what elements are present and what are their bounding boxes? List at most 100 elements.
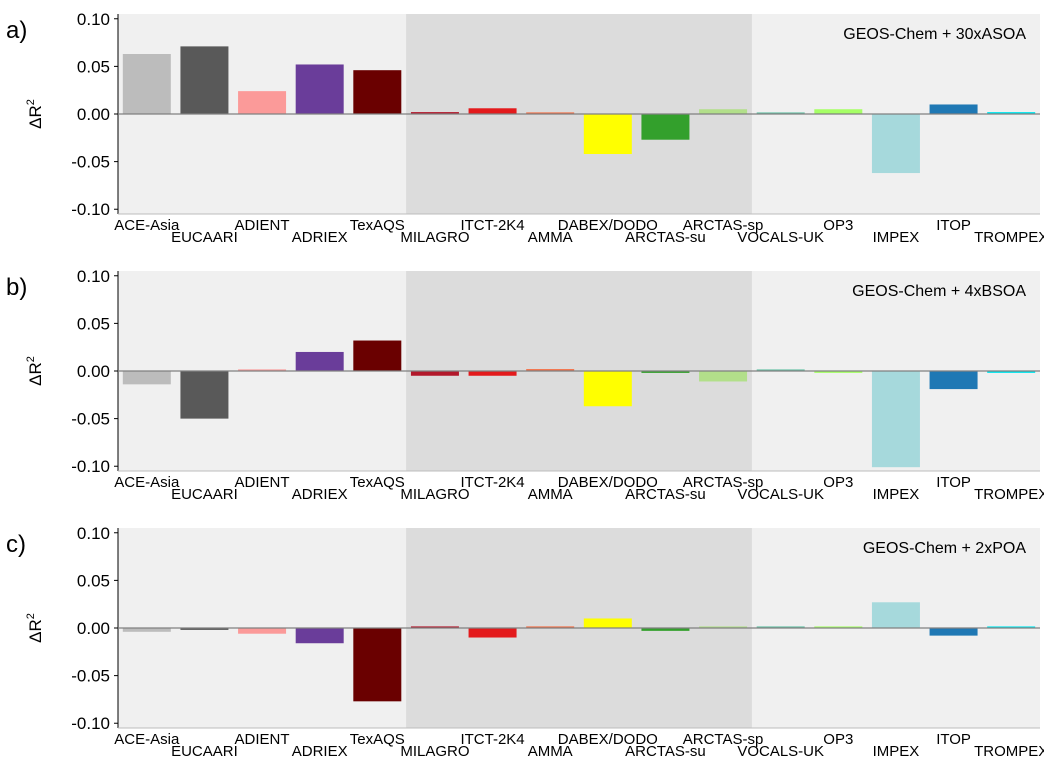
x-tick-label: AMMA <box>528 743 573 760</box>
y-tick-label: 0.00 <box>77 362 110 381</box>
bar-ace-asia <box>122 628 171 632</box>
y-tick-label: -0.10 <box>71 457 110 476</box>
x-tick-label: EUCAARI <box>171 743 238 760</box>
x-tick-label: ARCTAS-su <box>625 743 706 760</box>
y-tick-label: 0.05 <box>77 571 110 590</box>
x-tick-label: TexAQS <box>350 217 405 234</box>
x-tick-label: ARCTAS-sp <box>683 217 764 234</box>
bar-dabex-dodo <box>583 618 632 628</box>
y-tick-label: 0.05 <box>77 314 110 333</box>
y-tick-label: -0.05 <box>71 410 110 429</box>
x-tick-label: ARCTAS-sp <box>683 731 764 748</box>
bar-adient <box>238 628 287 634</box>
x-tick-label: DABEX/DODO <box>558 474 658 491</box>
x-tick-label: TROMPEX <box>974 229 1044 246</box>
x-tick-label: TROMPEX <box>974 743 1044 760</box>
y-axis-label: ΔR2 <box>25 356 45 386</box>
bar-trompex <box>987 112 1036 114</box>
y-tick-label: 0.00 <box>77 619 110 638</box>
chart-panel-3: 0.10 0.05 0.00 -0.05 -0.10ACE-AsiaEUCAARIADI… <box>6 524 1044 760</box>
bar-arctas-sp <box>699 109 748 114</box>
bar-trompex <box>987 626 1036 628</box>
x-tick-label: VOCALS-UK <box>737 743 824 760</box>
y-axis-label: ΔR2 <box>25 99 45 129</box>
bar-itop <box>929 104 978 114</box>
y-axis-label-sup: 2 <box>25 99 37 105</box>
bar-impex <box>871 371 920 468</box>
x-tick-label: IMPEX <box>873 743 920 760</box>
bar-dabex-dodo <box>583 114 632 154</box>
bar-trompex <box>987 371 1036 373</box>
x-tick-label: ACE-Asia <box>114 731 180 748</box>
x-tick-label: ADIENT <box>235 474 290 491</box>
x-tick-label: ACE-Asia <box>114 474 180 491</box>
x-tick-label: ACE-Asia <box>114 217 180 234</box>
bar-adriex <box>295 64 344 114</box>
bar-adriex <box>295 628 344 644</box>
x-tick-label: ITOP <box>936 217 971 234</box>
x-tick-label: ARCTAS-su <box>625 486 706 503</box>
x-tick-label: TROMPEX <box>974 486 1044 503</box>
x-tick-label: ADRIEX <box>292 743 348 760</box>
x-tick-label: ITOP <box>936 731 971 748</box>
y-axis-label-sup: 2 <box>25 613 37 619</box>
bar-impex <box>871 602 920 628</box>
y-tick-label: 0.10 <box>77 524 110 543</box>
x-tick-label: ITCT-2K4 <box>460 217 524 234</box>
bar-impex <box>871 114 920 174</box>
x-tick-label: OP3 <box>823 731 853 748</box>
bar-adient <box>238 91 287 114</box>
panel-title: GEOS-Chem + 2xPOA <box>863 540 1026 557</box>
y-tick-label: -0.05 <box>71 153 110 172</box>
bar-texaqs <box>353 70 402 114</box>
bar-dabex-dodo <box>583 371 632 407</box>
bar-op3 <box>814 371 863 373</box>
bar-amma <box>526 112 575 114</box>
bar-itct-2k4 <box>468 108 517 114</box>
bar-ace-asia <box>122 54 171 114</box>
panel-label: a) <box>6 17 27 44</box>
bar-vocals-uk <box>756 112 805 114</box>
y-axis-label-sup: 2 <box>25 356 37 362</box>
x-tick-label: AMMA <box>528 486 573 503</box>
x-tick-label: EUCAARI <box>171 486 238 503</box>
y-axis-label-main: ΔR <box>26 105 45 129</box>
y-tick-label: 0.05 <box>77 57 110 76</box>
x-tick-label: ARCTAS-su <box>625 229 706 246</box>
bar-arctas-su <box>641 371 690 373</box>
bar-arctas-su <box>641 628 690 631</box>
bar-texaqs <box>353 628 402 702</box>
bar-itct-2k4 <box>468 628 517 638</box>
y-tick-label: 0.00 <box>77 105 110 124</box>
x-tick-label: MILAGRO <box>400 486 469 503</box>
x-tick-label: IMPEX <box>873 229 920 246</box>
bar-itct-2k4 <box>468 371 517 376</box>
bar-arctas-su <box>641 114 690 140</box>
y-axis-label-main: ΔR <box>26 619 45 643</box>
panel-label: b) <box>6 274 27 301</box>
bar-amma <box>526 626 575 628</box>
x-tick-label: DABEX/DODO <box>558 217 658 234</box>
x-tick-label: VOCALS-UK <box>737 486 824 503</box>
bar-vocals-uk <box>756 626 805 628</box>
x-tick-label: VOCALS-UK <box>737 229 824 246</box>
x-tick-label: ADIENT <box>235 731 290 748</box>
bar-milagro <box>410 371 459 376</box>
x-tick-label: TexAQS <box>350 731 405 748</box>
x-tick-label: ITOP <box>936 474 971 491</box>
x-tick-label: ADRIEX <box>292 486 348 503</box>
x-tick-label: EUCAARI <box>171 229 238 246</box>
panel-title: GEOS-Chem + 4xBSOA <box>852 283 1026 300</box>
y-axis-label: ΔR2 <box>25 613 45 643</box>
y-tick-label: 0.10 <box>77 267 110 286</box>
x-tick-label: ITCT-2K4 <box>460 474 524 491</box>
x-tick-label: OP3 <box>823 474 853 491</box>
x-tick-label: DABEX/DODO <box>558 731 658 748</box>
x-tick-label: ADRIEX <box>292 229 348 246</box>
panel-title: GEOS-Chem + 30xASOA <box>843 26 1026 43</box>
bar-op3 <box>814 109 863 114</box>
y-axis-label-main: ΔR <box>26 362 45 386</box>
chart-panel-1: 0.10 0.05 0.00 -0.05 -0.10ACE-AsiaEUCAARIADI… <box>6 10 1044 246</box>
x-tick-label: IMPEX <box>873 486 920 503</box>
